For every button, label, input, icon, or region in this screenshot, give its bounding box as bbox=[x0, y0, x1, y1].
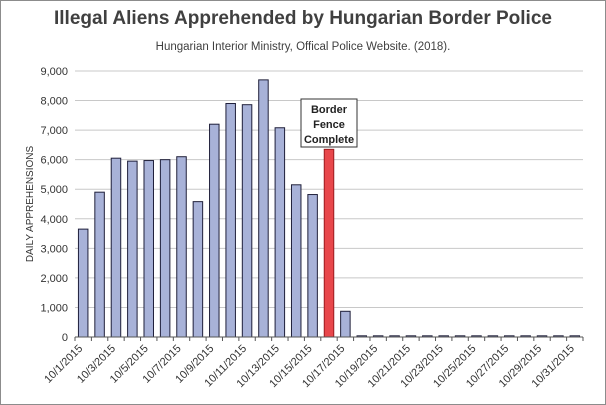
y-tick-label: 6,000 bbox=[40, 155, 68, 167]
bar bbox=[94, 191, 105, 338]
y-tick-labels: 0 1,000 2,000 3,000 4,000 5,000 6,000 7,000 8,00… bbox=[40, 66, 68, 344]
bar bbox=[274, 127, 286, 338]
bar bbox=[225, 103, 236, 338]
bar bbox=[159, 159, 171, 338]
x-axis bbox=[74, 336, 584, 341]
y-tick-label: 3,000 bbox=[40, 243, 68, 255]
bars bbox=[77, 79, 581, 338]
annotation-box-border bbox=[300, 98, 358, 148]
chart-title: Illegal Aliens Apprehended by Hungarian … bbox=[54, 8, 552, 29]
bar bbox=[110, 157, 122, 338]
y-tick-label: 9,000 bbox=[40, 66, 68, 78]
bar bbox=[340, 310, 351, 338]
bar bbox=[209, 123, 220, 338]
y-tick-label: 5,000 bbox=[40, 184, 68, 196]
bar bbox=[258, 79, 269, 338]
chart-subtitle: Hungarian Interior Ministry, Offical Pol… bbox=[155, 41, 451, 53]
bar bbox=[77, 228, 89, 338]
y-tick-label: 0 bbox=[62, 332, 68, 344]
annotation-box: Border Fence Complete bbox=[300, 98, 358, 148]
bar bbox=[241, 104, 253, 338]
y-tick-label: 1,000 bbox=[40, 302, 68, 314]
annotation-line: Fence bbox=[313, 119, 345, 131]
annotation-line: Border bbox=[311, 104, 348, 116]
bar bbox=[127, 160, 138, 338]
bar bbox=[192, 201, 204, 338]
bar-highlight bbox=[323, 148, 335, 338]
bar bbox=[290, 184, 302, 338]
x-tick-labels: 10/1/201510/3/201510/5/201510/7/201510/9… bbox=[42, 343, 577, 390]
bar bbox=[176, 156, 187, 338]
y-axis-label: DAILY APPREHENSIONS bbox=[25, 146, 36, 263]
y-tick-label: 7,000 bbox=[40, 125, 68, 137]
y-tick-label: 8,000 bbox=[40, 96, 68, 108]
bar bbox=[307, 194, 318, 338]
y-tick-label: 4,000 bbox=[40, 214, 68, 226]
annotation-line: Complete bbox=[304, 134, 354, 146]
bar bbox=[143, 160, 154, 338]
y-tick-label: 2,000 bbox=[40, 273, 68, 285]
